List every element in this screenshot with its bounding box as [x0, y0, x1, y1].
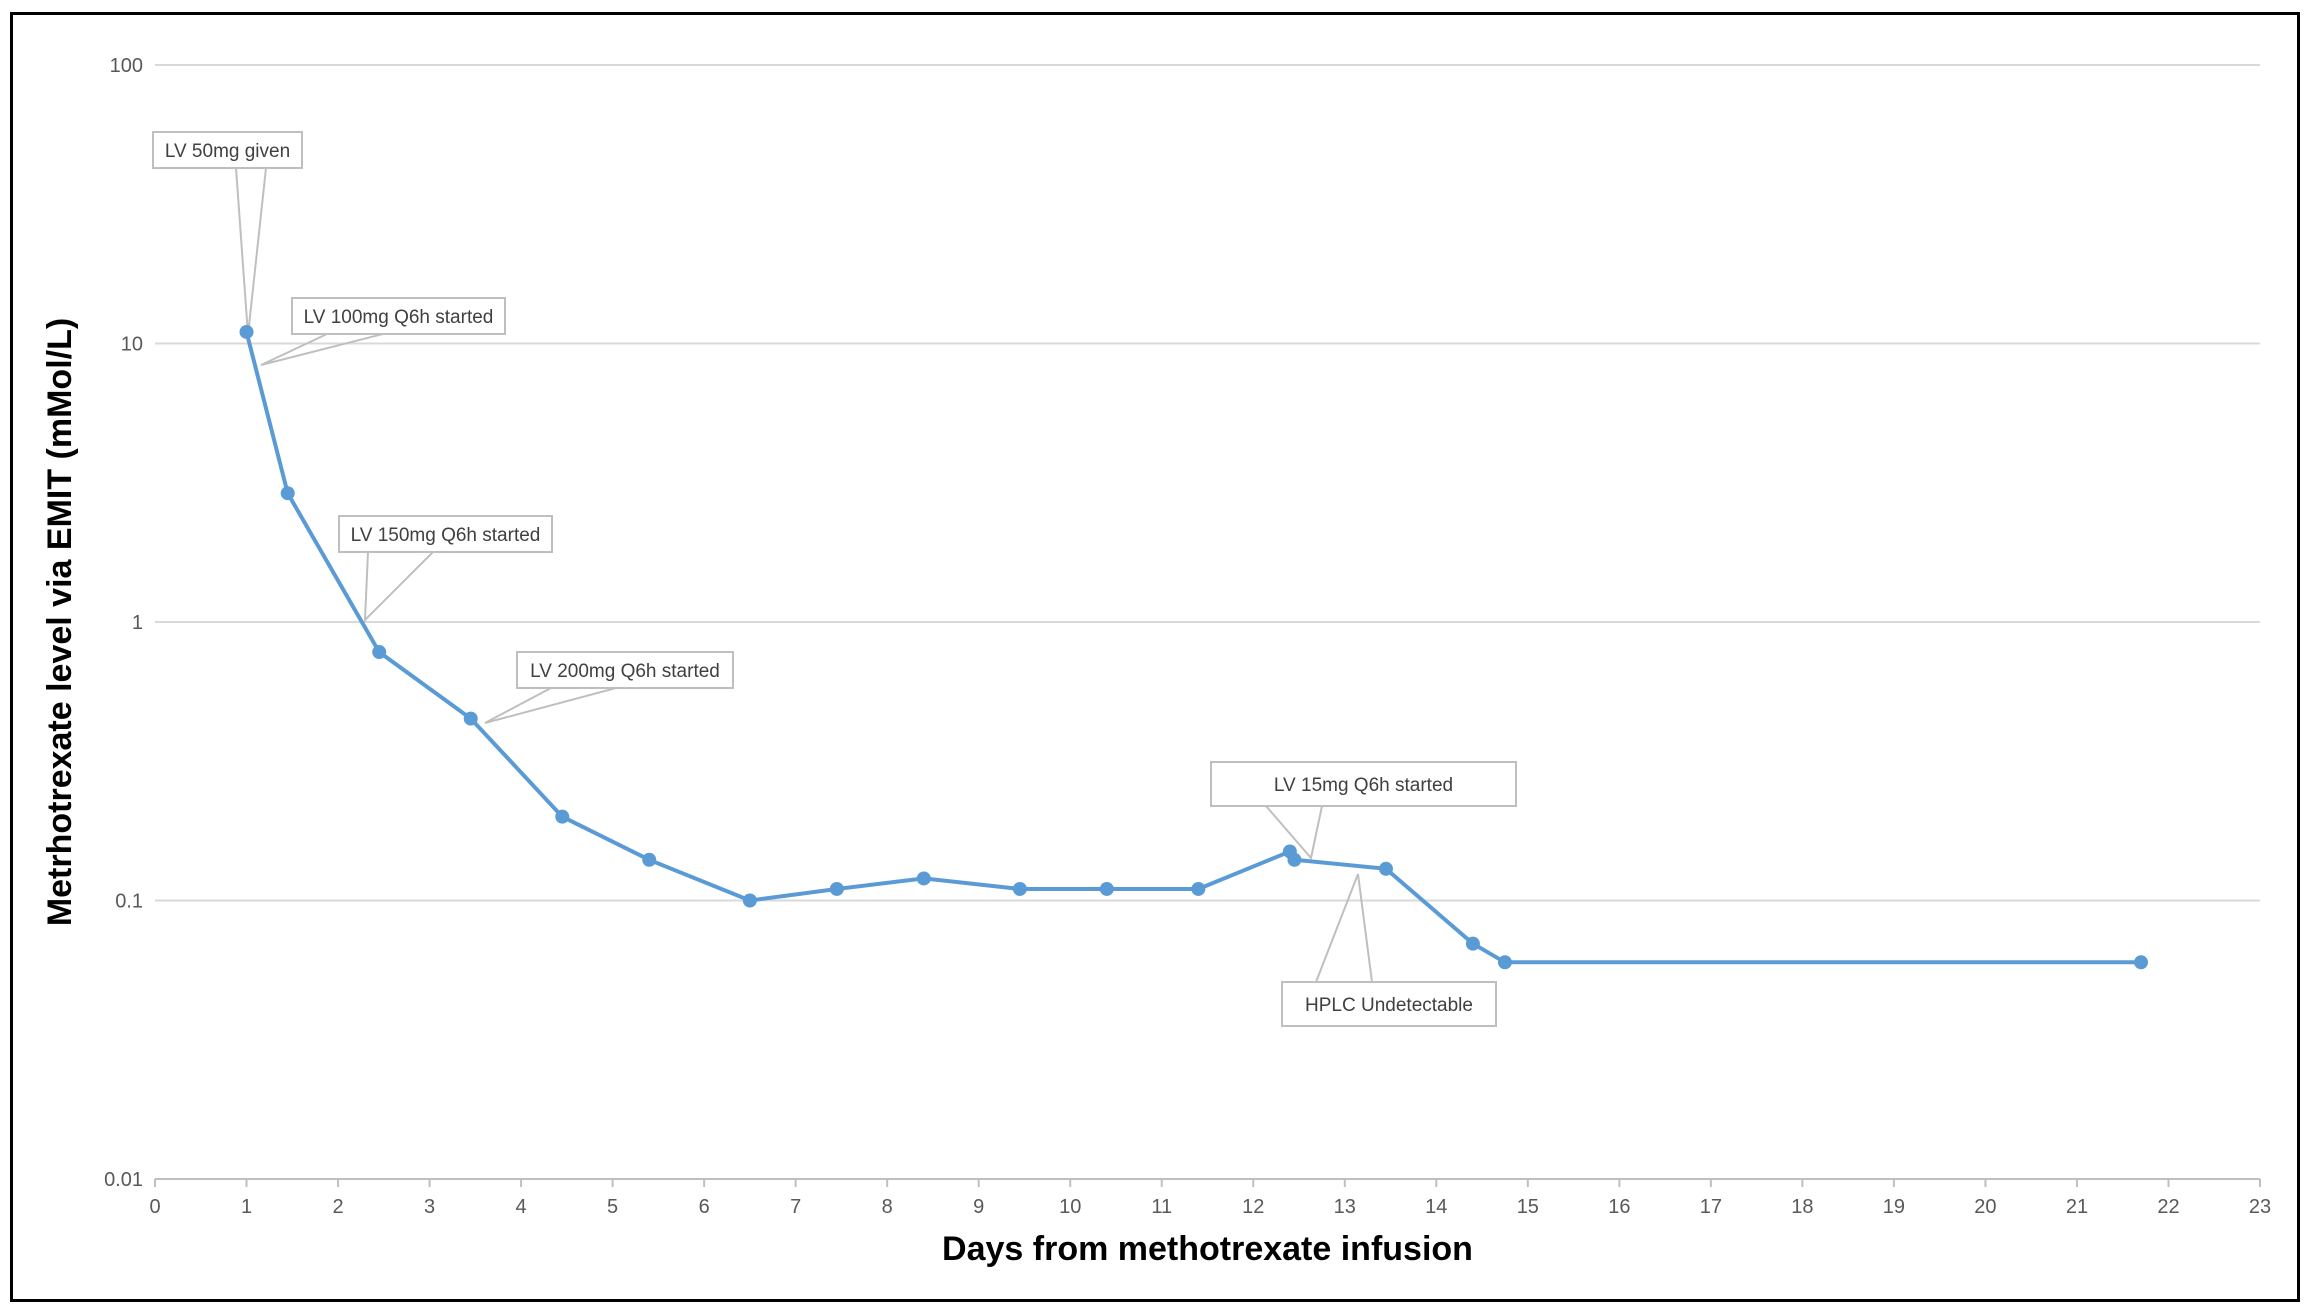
annotation-box: [1210, 761, 1517, 807]
annotation-label: LV 15mg Q6h started: [1274, 775, 1453, 796]
x-tick-label: 23: [2249, 1196, 2271, 1218]
x-tick-label: 11: [1151, 1196, 1172, 1218]
data-point: [1465, 936, 1480, 951]
series-line: [244, 331, 2141, 965]
x-tick-labels: 0 1 2 3 4 5 6 7 8 9 10 11 12 13 14 15 16 17 18 19 20 21 22 23: [149, 1196, 2271, 1218]
x-tick-label: 6: [699, 1196, 710, 1218]
annotation-box: [338, 515, 553, 553]
annotation-callout: HPLC Undetectable: [1281, 981, 1497, 1027]
annotations: LV 50mg given LV 100mg Q6h started LV 150m…: [152, 131, 1517, 1027]
annotation-leader: [1315, 873, 1373, 983]
x-tick-label: 16: [1608, 1196, 1630, 1218]
x-tick-label: 12: [1242, 1196, 1264, 1218]
series-methotrexate: [239, 324, 2149, 970]
chart-frame: 0.01 0.1 1 10 100 0 1 2 3 4 5 6 7 8 9 10 11 12 13 14 15 16 17…: [10, 12, 2300, 1302]
annotation-callout: LV 50mg given: [152, 131, 303, 169]
annotation-label: LV 200mg Q6h started: [530, 661, 720, 682]
x-tick-label: 22: [2157, 1196, 2179, 1218]
annotation-box: [1281, 981, 1497, 1027]
annotation-leader: [363, 551, 434, 623]
annotation-leader: [484, 687, 617, 724]
annotation-callout: LV 100mg Q6h started: [291, 297, 506, 335]
data-point: [463, 711, 478, 726]
annotation-callout: LV 150mg Q6h started: [338, 515, 553, 553]
annotation-callout: LV 200mg Q6h started: [516, 651, 734, 689]
annotation-box: [516, 651, 734, 689]
data-point: [372, 645, 387, 660]
x-tick-label: 0: [149, 1196, 160, 1218]
annotation-label: LV 150mg Q6h started: [351, 525, 541, 546]
x-tick-label: 8: [882, 1196, 893, 1218]
data-point: [1497, 955, 1512, 970]
x-tick-label: 4: [516, 1196, 527, 1218]
y-axis-title: Metrhotrexate level via EMIT (mMol/L): [41, 318, 79, 926]
x-tick-label: 7: [790, 1196, 801, 1218]
annotation-leader: [260, 333, 384, 366]
x-tick-label: 1: [241, 1196, 252, 1218]
data-point: [2134, 955, 2149, 970]
data-point: [1378, 861, 1393, 876]
x-tick-label: 18: [1791, 1196, 1813, 1218]
annotation-label: LV 100mg Q6h started: [304, 307, 494, 328]
data-point: [239, 324, 254, 339]
x-tick-label: 3: [424, 1196, 435, 1218]
x-tick-label: 5: [607, 1196, 618, 1218]
x-tick-label: 19: [1883, 1196, 1905, 1218]
x-tick-label: 20: [1974, 1196, 1996, 1218]
data-point: [1012, 881, 1027, 896]
y-tick-label: 0.1: [115, 891, 143, 913]
data-point: [1099, 881, 1114, 896]
data-point: [916, 871, 931, 886]
annotation-box: [291, 297, 506, 335]
data-point: [742, 893, 757, 908]
annotation-leader: [1265, 805, 1323, 861]
x-axis-title: Days from methotrexate infusion: [942, 1230, 1473, 1268]
data-point: [280, 486, 295, 501]
y-tick-label: 0.01: [104, 1169, 143, 1191]
x-tick-label: 13: [1334, 1196, 1356, 1218]
data-point: [642, 852, 657, 867]
axes: [154, 1178, 2261, 1187]
annotation-callout: LV 15mg Q6h started: [1210, 761, 1517, 807]
gridlines: [155, 64, 2260, 902]
annotation-label: HPLC Undetectable: [1305, 995, 1473, 1016]
x-tick-label: 15: [1517, 1196, 1539, 1218]
data-point: [1191, 881, 1206, 896]
x-tick-label: 21: [2066, 1196, 2088, 1218]
y-tick-label: 100: [110, 55, 143, 77]
annotation-label: LV 50mg given: [165, 141, 290, 162]
y-tick-labels: 0.01 0.1 1 10 100: [104, 55, 143, 1191]
x-tick-label: 17: [1700, 1196, 1722, 1218]
annotation-leaders: [235, 167, 1373, 983]
x-tick-label: 2: [332, 1196, 343, 1218]
y-tick-label: 10: [121, 334, 143, 356]
data-point: [555, 809, 570, 824]
annotation-leader: [235, 167, 267, 336]
annotation-box: [152, 131, 303, 169]
x-tick-label: 9: [973, 1196, 984, 1218]
x-tick-label: 14: [1425, 1196, 1447, 1218]
x-tick-label: 10: [1059, 1196, 1081, 1218]
y-tick-label: 1: [132, 612, 143, 634]
data-point: [829, 881, 844, 896]
data-point: [1287, 852, 1302, 867]
